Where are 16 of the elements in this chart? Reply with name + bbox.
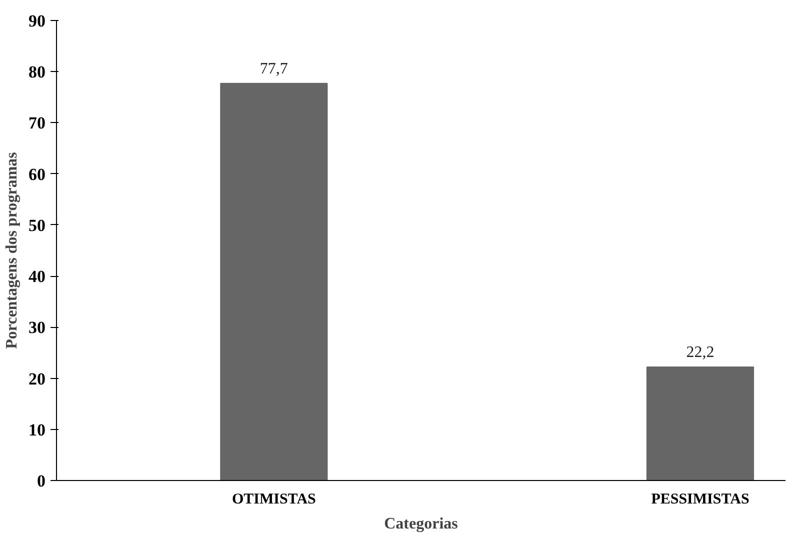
y-axis-title: Porcentagens dos programas	[4, 152, 20, 349]
y-tick-label: 90	[28, 12, 46, 30]
y-tick-label: 50	[28, 216, 46, 235]
y-tick-label: 10	[28, 420, 46, 440]
y-tick-label: 60	[28, 164, 46, 184]
data-label: 77,7	[260, 60, 288, 78]
y-tick-label: 70	[28, 114, 46, 133]
y-tick-label: 80	[28, 62, 46, 82]
x-tick-label: PESSIMISTAS	[651, 492, 750, 508]
x-axis-title: Categorias	[384, 516, 458, 532]
y-tick-label: 40	[28, 267, 46, 286]
y-tick-label: 0	[37, 472, 46, 490]
data-label: 22,2	[686, 344, 714, 362]
x-tick-label: OTIMISTAS	[232, 492, 316, 508]
y-tick-label: 20	[28, 369, 46, 388]
y-tick-label: 30	[28, 318, 46, 338]
